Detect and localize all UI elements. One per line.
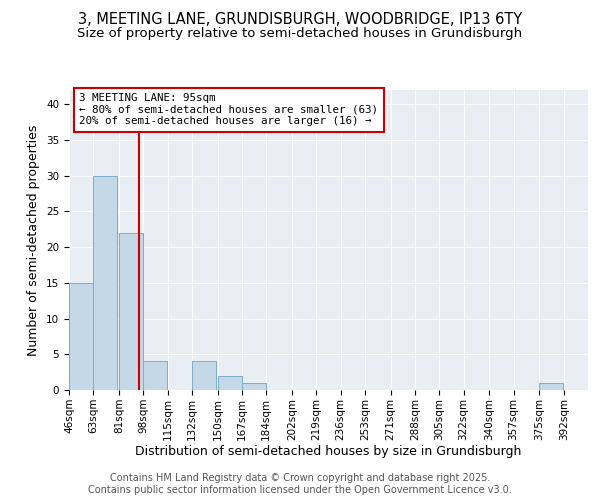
Bar	[69, 283, 93, 390]
Bar	[539, 383, 563, 390]
Bar	[143, 362, 167, 390]
X-axis label: Distribution of semi-detached houses by size in Grundisburgh: Distribution of semi-detached houses by …	[136, 446, 521, 458]
Text: 3, MEETING LANE, GRUNDISBURGH, WOODBRIDGE, IP13 6TY: 3, MEETING LANE, GRUNDISBURGH, WOODBRIDG…	[78, 12, 522, 28]
Y-axis label: Number of semi-detached properties: Number of semi-detached properties	[28, 124, 40, 356]
Text: 3 MEETING LANE: 95sqm
← 80% of semi-detached houses are smaller (63)
20% of semi: 3 MEETING LANE: 95sqm ← 80% of semi-deta…	[79, 93, 379, 126]
Bar	[119, 233, 143, 390]
Bar	[94, 176, 117, 390]
Text: Contains HM Land Registry data © Crown copyright and database right 2025.
Contai: Contains HM Land Registry data © Crown c…	[88, 474, 512, 495]
Bar	[192, 362, 216, 390]
Text: Size of property relative to semi-detached houses in Grundisburgh: Size of property relative to semi-detach…	[77, 28, 523, 40]
Bar	[242, 383, 266, 390]
Bar	[218, 376, 242, 390]
